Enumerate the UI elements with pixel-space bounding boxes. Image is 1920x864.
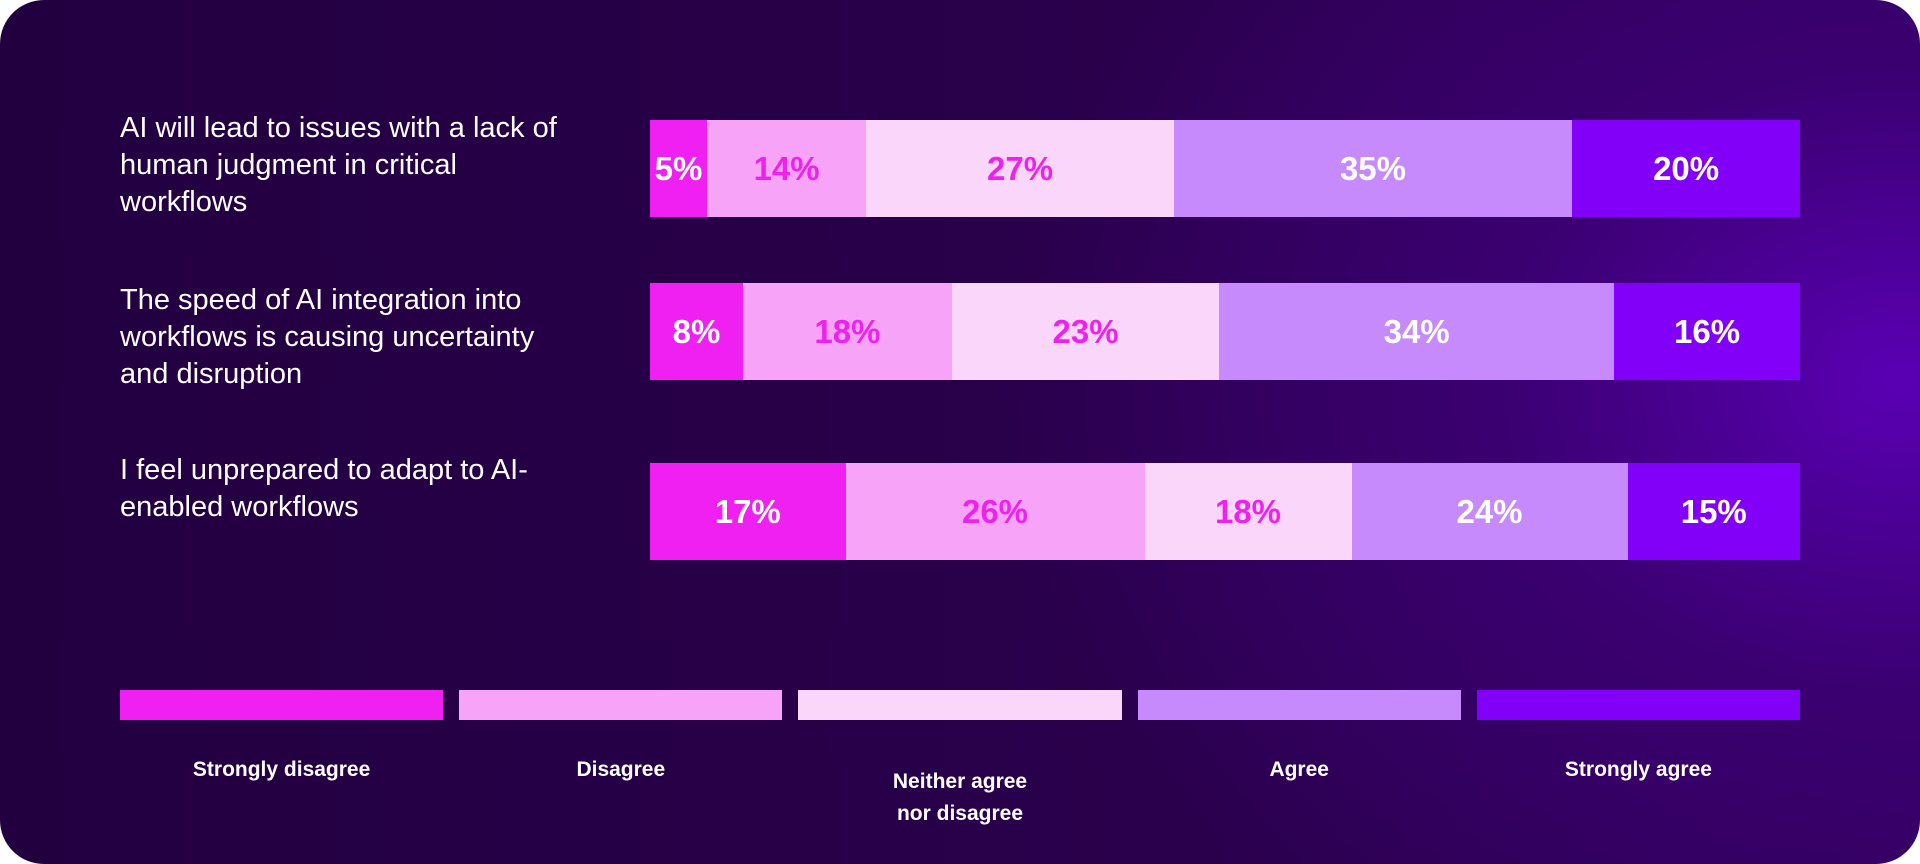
data-label: 34% [1383, 312, 1450, 350]
stacked-bar: 17% 26% 18% 24% 15% [650, 463, 1800, 560]
bar-segment: 24% [1351, 463, 1628, 560]
bar-segment: 17% [650, 463, 846, 560]
data-label: 20% [1653, 149, 1720, 187]
bar-segment: 26% [845, 463, 1145, 560]
question-label: I feel unprepared to adapt to AI-enabled… [120, 454, 528, 523]
legend-item: Strongly agree [1476, 690, 1801, 830]
data-label: 18% [1214, 492, 1282, 530]
bar-segment: 23% [952, 283, 1220, 380]
data-label: 14% [753, 149, 820, 187]
data-label: 23% [1052, 312, 1119, 350]
data-label: 26% [961, 492, 1029, 530]
legend-label: Strongly disagree [192, 758, 371, 781]
data-label: 27% [986, 149, 1054, 187]
data-label: 18% [814, 312, 881, 350]
legend: Strongly disagree Disagree Neither agree no… [120, 690, 1801, 830]
legend-swatch [459, 690, 783, 720]
legend-swatch [1137, 690, 1461, 720]
legend-item: Strongly disagree [120, 690, 444, 830]
question-label: The speed of AI integration into workflo… [120, 284, 535, 390]
bar-segment: 16% [1614, 283, 1800, 380]
stacked-bar: 8% 18% 23% 34% 16% [650, 283, 1800, 380]
data-label: 24% [1456, 492, 1523, 530]
legend-item: Disagree [459, 690, 783, 830]
question-label: AI will lead to issues with a lack of hu… [120, 112, 557, 218]
bar-segment: 8% [650, 283, 743, 380]
legend-label: Strongly agree [1564, 758, 1712, 781]
bar-segment: 35% [1173, 120, 1573, 217]
legend-label: Agree [1269, 758, 1329, 781]
legend-item: Neither agree nor disagree [798, 690, 1122, 830]
bar-segment: 15% [1627, 463, 1800, 560]
data-label: 35% [1339, 149, 1407, 187]
legend-swatch [798, 690, 1122, 720]
data-label: 5% [654, 149, 703, 187]
data-label: 17% [714, 492, 781, 530]
bar-segment: 14% [706, 120, 867, 217]
data-label: 16% [1673, 312, 1741, 350]
legend-label: Neither agree nor disagree [892, 770, 1028, 825]
data-label: 8% [672, 312, 721, 350]
legend-label: Disagree [576, 758, 666, 781]
data-label: 15% [1680, 492, 1747, 530]
bar-segment: 5% [650, 120, 707, 217]
legend-swatch [120, 690, 444, 720]
legend-swatch [1476, 690, 1801, 720]
bar-segment: 18% [1144, 463, 1352, 560]
legend-item: Agree [1137, 690, 1461, 830]
stacked-bar: 5% 14% 27% 35% 20% [650, 120, 1800, 217]
bar-segment: 20% [1572, 120, 1800, 217]
bar-segment: 34% [1219, 283, 1615, 380]
bar-segment: 27% [866, 120, 1174, 217]
bar-segment: 18% [742, 283, 952, 380]
